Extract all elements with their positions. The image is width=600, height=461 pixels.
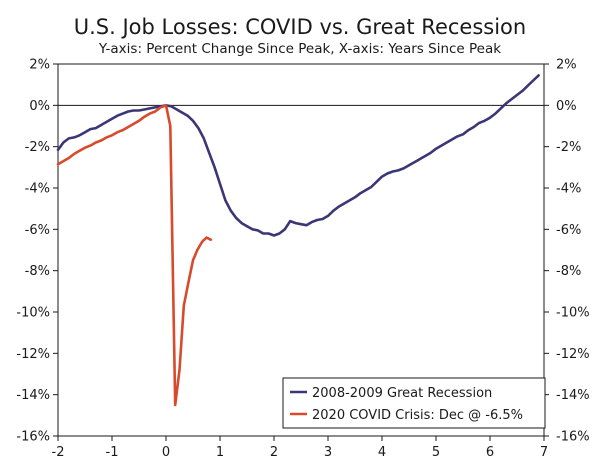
y-tick-label-left: 2% (29, 58, 50, 73)
y-tick-label-left: -4% (25, 182, 50, 197)
x-tick-label: 6 (486, 445, 494, 460)
chart-title: U.S. Job Losses: COVID vs. Great Recessi… (74, 15, 526, 39)
y-tick-label-left: -2% (25, 140, 50, 155)
y-tick-label-right: -4% (556, 182, 581, 197)
y-tick-label-right: -6% (556, 223, 581, 238)
x-tick-label: -1 (106, 445, 119, 460)
y-tick-label-right: -8% (556, 264, 581, 279)
x-tick-label: 1 (216, 445, 224, 460)
plot-area: 2% 2% 0% 0% -2% -2% -4% -4% -6% -6% -8% -8% -10% -10%… (16, 58, 589, 461)
plot-border (57, 63, 545, 437)
y-tick-label-right: -16% (556, 430, 590, 445)
y-tick-label-right: 0% (556, 99, 577, 114)
y-tick-label-left: 0% (29, 99, 50, 114)
x-tick-label: 4 (378, 445, 386, 460)
y-tick-label-left: -16% (16, 430, 50, 445)
series-line-great-recession (56, 74, 540, 237)
series-line-covid (56, 104, 213, 407)
y-tick-label-left: -8% (25, 264, 50, 279)
x-tick-label: 3 (324, 445, 332, 460)
y-tick-label-right: -10% (556, 306, 590, 321)
x-tick-label: 2 (270, 445, 278, 460)
y-tick-label-left: -6% (25, 223, 50, 238)
y-tick-label-right: -12% (556, 347, 590, 362)
legend: 2008-2009 Great Recession 2020 COVID Cri… (282, 377, 546, 429)
y-tick-label-left: -12% (16, 347, 50, 362)
y-tick-label-left: -10% (16, 306, 50, 321)
x-tick-label: 7 (540, 445, 548, 460)
y-tick-label-right: 2% (556, 58, 577, 73)
y-tick-label-right: -2% (556, 140, 581, 155)
x-tick-label: -2 (52, 445, 65, 460)
chart-subtitle: Y-axis: Percent Change Since Peak, X-axi… (98, 41, 501, 57)
y-tick-label-left: -14% (16, 388, 50, 403)
legend-box (282, 377, 546, 429)
legend-label-great-recession: 2008-2009 Great Recession (312, 386, 492, 401)
x-tick-label: 5 (432, 445, 440, 460)
x-tick-label: 0 (162, 445, 170, 460)
y-tick-label-right: -14% (556, 388, 590, 403)
legend-label-covid: 2020 COVID Crisis: Dec @ -6.5% (312, 408, 523, 423)
